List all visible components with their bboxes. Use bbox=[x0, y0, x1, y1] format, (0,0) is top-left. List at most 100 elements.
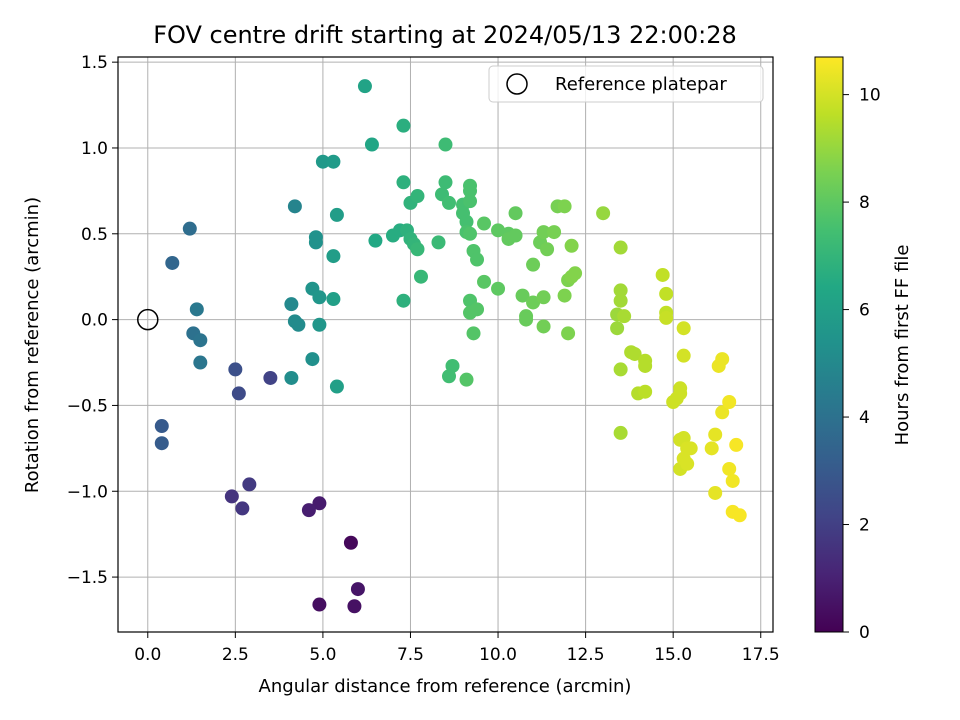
data-point bbox=[459, 372, 474, 387]
colorbar-ticks: 0 2 4 6 8 10 bbox=[843, 86, 881, 643]
data-point bbox=[193, 333, 208, 348]
data-point bbox=[182, 221, 197, 236]
data-point bbox=[715, 405, 730, 420]
data-point bbox=[568, 266, 583, 281]
data-point bbox=[477, 216, 492, 231]
data-point bbox=[638, 384, 653, 399]
data-point bbox=[242, 477, 257, 492]
x-tick-label: 10.0 bbox=[479, 645, 517, 665]
data-point bbox=[315, 154, 330, 169]
data-point bbox=[547, 225, 562, 240]
y-axis-ticks: −1.5 −1.0 −0.5 0.0 0.5 1.0 1.5 bbox=[67, 53, 118, 588]
data-point bbox=[729, 437, 744, 452]
data-point bbox=[526, 295, 541, 310]
data-point bbox=[557, 199, 572, 214]
data-point bbox=[442, 195, 457, 210]
data-point bbox=[308, 230, 323, 245]
legend-circle-icon bbox=[506, 73, 528, 95]
data-point bbox=[463, 194, 478, 209]
x-tick-label: 17.5 bbox=[742, 645, 780, 665]
data-point bbox=[540, 242, 555, 257]
colorbar-tick-label: 8 bbox=[859, 193, 870, 213]
y-tick-label: −1.0 bbox=[67, 482, 108, 502]
y-tick-label: 1.5 bbox=[81, 53, 108, 73]
data-point bbox=[438, 137, 453, 152]
data-point bbox=[704, 441, 719, 456]
x-tick-label: 12.5 bbox=[567, 645, 605, 665]
data-point bbox=[291, 317, 306, 332]
data-point bbox=[413, 269, 428, 284]
data-point bbox=[224, 489, 239, 504]
x-tick-label: 5.0 bbox=[309, 645, 336, 665]
data-point bbox=[312, 290, 327, 305]
data-point bbox=[491, 223, 506, 238]
data-point bbox=[350, 582, 365, 597]
data-point bbox=[287, 199, 302, 214]
data-point bbox=[438, 175, 453, 190]
data-point bbox=[154, 436, 169, 451]
x-tick-label: 7.5 bbox=[397, 645, 424, 665]
data-point bbox=[617, 309, 632, 324]
data-point bbox=[526, 257, 541, 272]
data-point bbox=[536, 225, 551, 240]
data-point bbox=[508, 228, 523, 243]
y-tick-label: 0.0 bbox=[81, 311, 108, 331]
data-point bbox=[708, 427, 723, 442]
colorbar-tick-label: 6 bbox=[859, 301, 870, 321]
x-tick-label: 15.0 bbox=[654, 645, 692, 665]
data-point bbox=[326, 154, 341, 169]
data-point bbox=[519, 312, 534, 327]
data-point bbox=[683, 441, 698, 456]
data-point bbox=[347, 599, 362, 614]
data-point bbox=[396, 293, 411, 308]
data-point bbox=[463, 183, 478, 198]
data-point bbox=[284, 297, 299, 312]
data-point bbox=[368, 233, 383, 248]
data-point bbox=[305, 352, 320, 367]
data-point bbox=[470, 302, 485, 317]
plot-frame bbox=[117, 56, 774, 633]
data-point bbox=[312, 597, 327, 612]
data-point bbox=[326, 292, 341, 307]
data-point bbox=[613, 293, 628, 308]
data-point bbox=[680, 456, 695, 471]
data-point bbox=[396, 175, 411, 190]
data-point bbox=[508, 206, 523, 221]
data-point bbox=[536, 290, 551, 305]
data-point bbox=[301, 503, 316, 518]
data-point bbox=[154, 419, 169, 434]
data-point bbox=[189, 302, 204, 317]
data-point bbox=[329, 379, 344, 394]
data-point bbox=[470, 252, 485, 267]
data-point bbox=[627, 346, 642, 361]
reference-platepar-point bbox=[137, 308, 159, 331]
data-point bbox=[722, 461, 737, 476]
colorbar-tick-label: 10 bbox=[859, 86, 881, 106]
data-point bbox=[228, 362, 243, 377]
y-tick-label: 0.5 bbox=[81, 225, 108, 245]
data-point bbox=[610, 321, 625, 336]
colorbar: 0 2 4 6 8 10 Hours from first FF file bbox=[814, 56, 913, 643]
data-point bbox=[410, 242, 425, 257]
legend-label: Reference platepar bbox=[555, 74, 727, 95]
data-point bbox=[673, 386, 688, 401]
x-tick-label: 0.0 bbox=[134, 645, 161, 665]
data-point bbox=[596, 206, 611, 221]
data-point bbox=[676, 321, 691, 336]
y-tick-label: −1.5 bbox=[67, 568, 108, 588]
data-point bbox=[477, 274, 492, 289]
data-point bbox=[364, 137, 379, 152]
data-point bbox=[329, 207, 344, 222]
data-point bbox=[263, 370, 278, 385]
data-point bbox=[193, 355, 208, 370]
data-point bbox=[638, 358, 653, 373]
data-point bbox=[357, 79, 372, 94]
data-point bbox=[466, 326, 481, 341]
legend: Reference platepar bbox=[488, 65, 764, 103]
data-point bbox=[613, 240, 628, 255]
data-point bbox=[396, 118, 411, 133]
data-point bbox=[463, 226, 478, 241]
data-point bbox=[165, 255, 180, 270]
data-point bbox=[659, 310, 674, 325]
